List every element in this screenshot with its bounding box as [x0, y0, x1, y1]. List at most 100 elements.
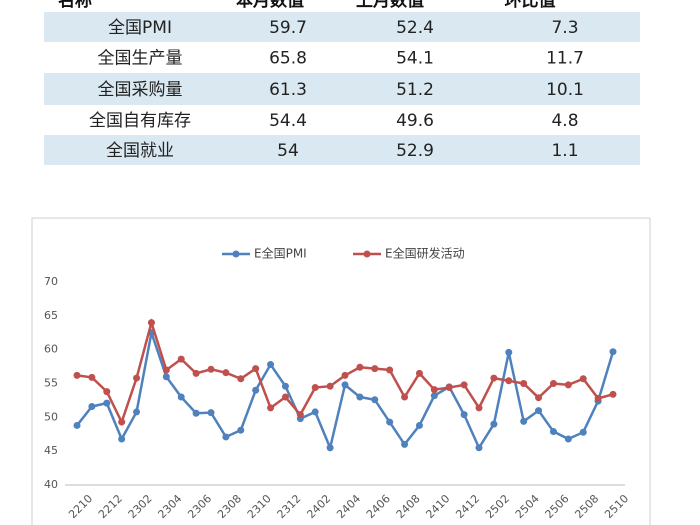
point [579, 375, 587, 383]
point [103, 388, 111, 396]
point [103, 399, 111, 407]
table-cell: 11.7 [546, 49, 584, 69]
point [252, 386, 260, 394]
point [609, 390, 617, 398]
point [177, 393, 185, 401]
point [73, 421, 81, 429]
point [386, 366, 394, 374]
table-cell: 51.2 [396, 80, 434, 100]
table-cell: 61.3 [269, 80, 307, 100]
table-header: 名称 [58, 0, 92, 11]
table-cell: 54.1 [396, 49, 434, 69]
y-tick-label: 55 [44, 377, 58, 390]
point [549, 380, 557, 387]
point [267, 361, 275, 369]
point [133, 408, 141, 416]
table-cell: 全国就业 [106, 141, 174, 161]
point [177, 355, 185, 363]
point [222, 433, 230, 441]
table-cell: 52.4 [396, 18, 434, 38]
point [401, 440, 409, 448]
legend-label: E全国研发活动 [385, 246, 465, 261]
point [445, 384, 453, 392]
point [535, 394, 543, 402]
point [192, 409, 200, 417]
point [133, 374, 141, 382]
point [415, 421, 423, 429]
table-header: 环比值 [505, 0, 556, 11]
point [237, 426, 245, 434]
legend-marker [232, 250, 240, 258]
y-tick-label: 45 [44, 444, 58, 457]
point [252, 365, 260, 373]
point [430, 386, 438, 394]
point [415, 369, 423, 377]
point [73, 371, 81, 379]
point [535, 407, 543, 415]
point [341, 371, 349, 379]
point [237, 375, 245, 383]
point [475, 444, 483, 452]
table-cell: 全国生产量 [98, 49, 183, 69]
point [207, 365, 215, 373]
y-tick-label: 70 [44, 275, 58, 288]
table-cell: 54 [277, 141, 299, 161]
point [609, 348, 617, 356]
point [371, 396, 379, 404]
point [386, 418, 394, 426]
table-cell: 7.3 [551, 18, 578, 38]
point [356, 393, 364, 401]
point [311, 384, 319, 392]
point [564, 381, 572, 389]
point [475, 404, 483, 412]
table-cell: 全国采购量 [98, 80, 183, 100]
point [296, 411, 304, 419]
point [430, 392, 438, 400]
table-cell: 65.8 [269, 49, 307, 69]
point [118, 418, 126, 426]
point [401, 393, 409, 401]
table-row-bg [44, 73, 640, 105]
point [88, 373, 96, 381]
legend-marker [363, 250, 371, 258]
point [341, 381, 349, 389]
table-cell: 全国自有库存 [89, 111, 191, 131]
point [311, 408, 319, 416]
point [460, 411, 468, 419]
point [505, 377, 513, 385]
point [460, 381, 468, 389]
table-cell: 49.6 [396, 111, 434, 131]
y-tick-label: 65 [44, 309, 58, 322]
point [579, 428, 587, 436]
point [192, 369, 200, 377]
point [564, 435, 572, 443]
table-row-bg [44, 12, 640, 42]
y-tick-label: 50 [44, 410, 58, 423]
point [326, 444, 334, 452]
point [162, 373, 170, 381]
y-tick-label: 40 [44, 478, 58, 491]
point [281, 393, 289, 401]
table-header: 本月数值 [236, 0, 304, 11]
table-header: 上月数值 [356, 0, 424, 11]
table-cell: 1.1 [551, 141, 578, 161]
point [490, 374, 498, 382]
table-cell: 52.9 [396, 141, 434, 161]
point [326, 382, 334, 390]
point [356, 363, 364, 371]
point [267, 404, 275, 412]
point [88, 403, 96, 411]
table-cell: 54.4 [269, 111, 307, 131]
table-cell: 59.7 [269, 18, 307, 38]
point [162, 366, 170, 374]
point [207, 409, 215, 417]
table-cell: 10.1 [546, 80, 584, 100]
table-row-bg [44, 135, 640, 165]
legend-label: E全国PMI [254, 246, 307, 261]
point [281, 382, 289, 390]
table-cell: 全国PMI [108, 18, 172, 38]
point [520, 417, 528, 425]
chart-frame [31, 217, 651, 525]
point [490, 420, 498, 428]
